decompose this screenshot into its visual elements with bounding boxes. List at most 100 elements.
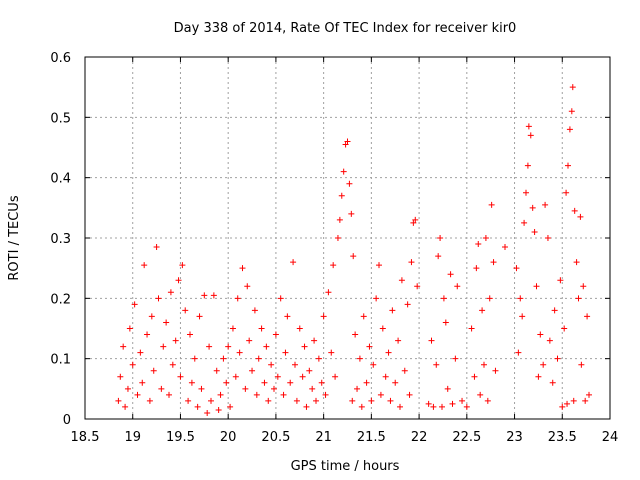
data-point <box>215 406 222 413</box>
data-point <box>134 391 141 398</box>
data-point <box>232 373 239 380</box>
data-point <box>437 235 444 241</box>
data-point <box>523 189 529 196</box>
data-point <box>439 403 445 410</box>
data-point <box>379 325 386 332</box>
data-point <box>280 391 287 398</box>
data-point <box>328 349 335 356</box>
data-point <box>563 189 570 196</box>
data-point <box>490 259 497 266</box>
data-point <box>261 379 268 386</box>
data-point <box>471 373 478 380</box>
data-point <box>577 213 584 220</box>
data-point <box>201 292 208 299</box>
x-tick-label: 23.5 <box>548 430 577 445</box>
data-point <box>586 391 592 398</box>
x-axis-label: GPS time / hours <box>291 459 400 474</box>
data-point <box>428 337 435 344</box>
data-point <box>404 301 411 308</box>
data-point <box>502 244 508 251</box>
data-point <box>481 361 487 368</box>
data-point <box>309 385 316 392</box>
data-point <box>477 391 484 398</box>
data-point <box>580 283 587 290</box>
data-point <box>172 337 179 344</box>
data-point <box>194 403 201 410</box>
data-point <box>568 108 575 115</box>
data-point <box>349 397 356 404</box>
data-point <box>263 343 270 350</box>
data-point <box>401 367 408 374</box>
data-point <box>408 259 415 266</box>
data-point <box>284 313 291 320</box>
data-point <box>293 397 300 404</box>
data-point <box>366 343 373 350</box>
data-point <box>249 367 256 374</box>
data-point <box>338 192 345 199</box>
data-point <box>271 385 277 392</box>
data-point <box>527 132 534 139</box>
data-point <box>340 168 347 175</box>
y-tick-label: 0.6 <box>50 51 71 66</box>
data-point <box>236 349 243 356</box>
data-point <box>484 397 491 404</box>
data-point <box>148 313 155 320</box>
data-point <box>213 367 220 374</box>
x-tick-label: 21 <box>315 430 332 445</box>
data-point <box>559 403 566 410</box>
data-point <box>158 385 165 392</box>
data-point <box>191 355 198 362</box>
data-point <box>570 397 577 404</box>
data-point <box>124 385 131 392</box>
data-point <box>360 313 367 320</box>
data-point <box>296 325 303 332</box>
data-point <box>546 337 553 344</box>
data-point <box>177 373 184 380</box>
data-point <box>482 235 489 241</box>
data-point <box>322 391 329 398</box>
data-point <box>479 307 486 314</box>
data-point <box>529 204 536 211</box>
data-point <box>220 355 227 362</box>
x-tick-label: 23 <box>506 430 523 445</box>
data-point <box>425 400 432 407</box>
y-tick-label: 0.2 <box>50 292 71 307</box>
data-point <box>282 349 289 356</box>
x-tick-label: 24 <box>602 430 619 445</box>
data-point <box>582 397 589 404</box>
data-point <box>122 403 129 410</box>
data-point <box>311 337 318 344</box>
data-point <box>287 379 294 386</box>
data-point <box>117 373 124 380</box>
data-point <box>258 325 265 332</box>
data-point <box>571 207 578 214</box>
data-point <box>160 343 167 350</box>
data-point <box>188 379 195 386</box>
data-point <box>306 367 313 374</box>
x-tick-label: 18.5 <box>71 430 100 445</box>
data-point <box>227 403 234 410</box>
data-point <box>198 385 205 392</box>
data-point <box>206 343 213 350</box>
data-point <box>385 349 392 356</box>
data-point <box>515 349 522 356</box>
data-point <box>389 307 396 314</box>
data-point <box>253 391 260 398</box>
data-point <box>569 84 576 91</box>
data-point <box>318 379 325 386</box>
data-point <box>342 141 349 148</box>
data-point <box>392 379 399 386</box>
data-point <box>542 201 549 208</box>
data-point <box>525 123 532 130</box>
data-point <box>452 355 459 362</box>
data-point <box>363 379 370 386</box>
data-point <box>406 391 413 398</box>
data-point <box>373 295 380 302</box>
data-point <box>277 295 284 302</box>
data-point <box>519 313 526 320</box>
data-point <box>573 259 580 266</box>
data-point <box>377 391 384 398</box>
data-point <box>468 325 475 332</box>
data-point <box>320 313 327 320</box>
